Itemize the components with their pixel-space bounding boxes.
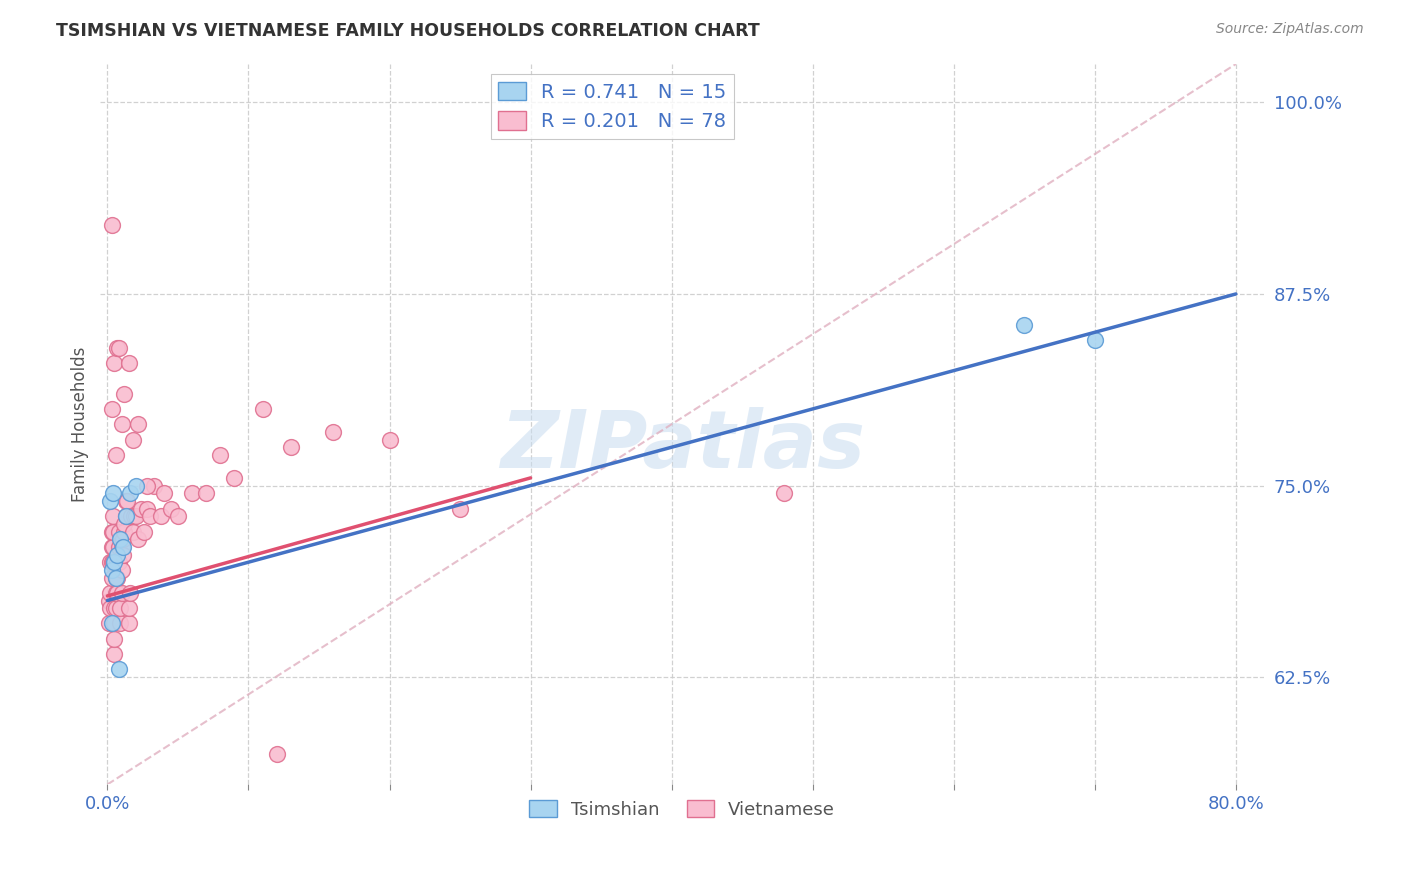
Point	[105, 555, 128, 569]
Point	[280, 440, 302, 454]
Point	[100, 555, 122, 569]
Point	[150, 509, 173, 524]
Point	[118, 586, 141, 600]
Point	[773, 486, 796, 500]
Point	[378, 433, 401, 447]
Point	[112, 516, 135, 531]
Point	[100, 616, 122, 631]
Point	[100, 563, 122, 577]
Point	[117, 601, 139, 615]
Point	[114, 494, 136, 508]
Point	[127, 532, 149, 546]
Point	[121, 433, 143, 447]
Point	[120, 509, 142, 524]
Text: ZIPatlas: ZIPatlas	[499, 407, 865, 485]
Point	[101, 540, 124, 554]
Point	[449, 501, 471, 516]
Point	[100, 540, 122, 554]
Y-axis label: Family Households: Family Households	[72, 347, 89, 502]
Point	[105, 570, 128, 584]
Point	[100, 218, 122, 232]
Point	[121, 524, 143, 539]
Point	[224, 471, 246, 485]
Point	[138, 509, 160, 524]
Point	[108, 601, 131, 615]
Point	[160, 501, 183, 516]
Point	[105, 548, 128, 562]
Point	[108, 532, 131, 546]
Point	[104, 570, 127, 584]
Point	[105, 341, 128, 355]
Point	[104, 586, 127, 600]
Point	[111, 540, 134, 554]
Text: TSIMSHIAN VS VIETNAMESE FAMILY HOUSEHOLDS CORRELATION CHART: TSIMSHIAN VS VIETNAMESE FAMILY HOUSEHOLD…	[56, 22, 761, 40]
Point	[209, 448, 232, 462]
Point	[103, 632, 125, 646]
Point	[103, 555, 125, 569]
Point	[118, 486, 141, 500]
Point	[107, 341, 129, 355]
Point	[101, 509, 124, 524]
Point	[112, 386, 135, 401]
Point	[115, 494, 138, 508]
Point	[97, 616, 120, 631]
Point	[107, 524, 129, 539]
Point	[101, 524, 124, 539]
Point	[110, 563, 132, 577]
Point	[322, 425, 344, 439]
Point	[181, 486, 204, 500]
Point	[124, 478, 146, 492]
Point	[100, 570, 122, 584]
Point	[153, 486, 176, 500]
Point	[252, 401, 274, 416]
Point	[117, 356, 139, 370]
Point	[107, 555, 129, 569]
Point	[98, 586, 121, 600]
Point	[98, 601, 121, 615]
Point	[110, 540, 132, 554]
Point	[100, 401, 122, 416]
Point	[111, 532, 134, 546]
Point	[124, 509, 146, 524]
Point	[117, 616, 139, 631]
Point	[107, 540, 129, 554]
Point	[107, 663, 129, 677]
Point	[103, 647, 125, 661]
Point	[122, 509, 145, 524]
Point	[135, 478, 157, 492]
Point	[266, 747, 288, 761]
Point	[103, 356, 125, 370]
Point	[103, 616, 125, 631]
Point	[110, 417, 132, 432]
Point	[105, 586, 128, 600]
Point	[127, 417, 149, 432]
Point	[114, 509, 136, 524]
Point	[129, 501, 152, 516]
Point	[1014, 318, 1036, 332]
Point	[98, 494, 121, 508]
Point	[100, 524, 122, 539]
Point	[135, 501, 157, 516]
Point	[110, 586, 132, 600]
Point	[101, 555, 124, 569]
Point	[112, 524, 135, 539]
Point	[103, 601, 125, 615]
Point	[195, 486, 218, 500]
Point	[104, 570, 127, 584]
Point	[108, 616, 131, 631]
Point	[142, 478, 165, 492]
Point	[98, 555, 121, 569]
Point	[1084, 333, 1107, 347]
Legend: Tsimshian, Vietnamese: Tsimshian, Vietnamese	[522, 793, 842, 826]
Point	[97, 593, 120, 607]
Point	[111, 548, 134, 562]
Point	[104, 448, 127, 462]
Point	[167, 509, 190, 524]
Point	[101, 486, 124, 500]
Point	[114, 509, 136, 524]
Point	[132, 524, 155, 539]
Text: Source: ZipAtlas.com: Source: ZipAtlas.com	[1216, 22, 1364, 37]
Point	[104, 601, 127, 615]
